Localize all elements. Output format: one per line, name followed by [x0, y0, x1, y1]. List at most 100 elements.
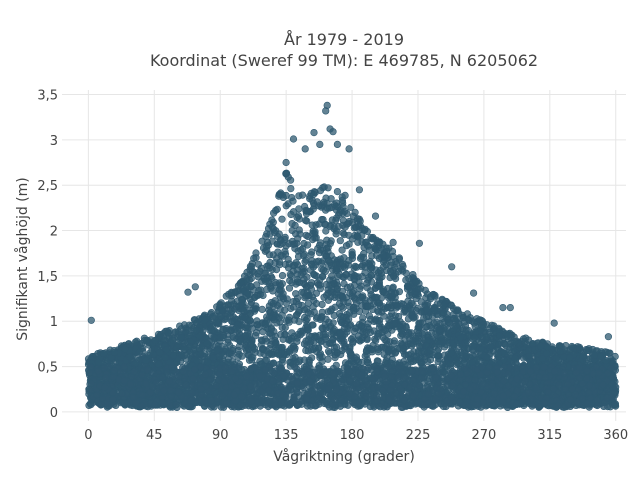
data-point	[496, 332, 504, 340]
data-point	[302, 216, 310, 225]
data-point	[360, 253, 368, 262]
data-point	[487, 342, 495, 350]
data-point	[329, 319, 337, 327]
data-point	[266, 220, 274, 228]
data-point	[308, 248, 316, 256]
data-point	[169, 336, 177, 344]
data-point	[435, 326, 443, 334]
data-point	[302, 292, 310, 300]
data-point	[211, 312, 219, 320]
data-point	[327, 237, 335, 245]
data-point	[292, 290, 300, 298]
data-point	[363, 284, 371, 292]
data-point	[201, 350, 209, 358]
data-point	[303, 315, 311, 323]
data-point	[289, 240, 297, 248]
data-point	[336, 237, 344, 245]
data-point	[404, 330, 413, 338]
data-point	[358, 336, 366, 344]
data-point	[359, 328, 367, 336]
data-point	[390, 337, 399, 345]
data-point	[192, 327, 200, 335]
data-point	[288, 226, 296, 235]
data-point	[265, 306, 273, 314]
data-point	[348, 235, 356, 243]
data-point	[417, 298, 425, 306]
data-point	[210, 327, 218, 335]
data-point	[556, 348, 564, 356]
data-point	[348, 289, 357, 297]
data-point	[336, 329, 344, 338]
data-point	[443, 333, 452, 342]
data-point	[241, 344, 249, 352]
data-point	[241, 332, 249, 340]
data-point	[358, 293, 367, 302]
data-point	[275, 314, 283, 322]
data-point	[308, 321, 316, 329]
data-point	[401, 307, 409, 315]
data-point	[332, 202, 340, 210]
data-point	[322, 324, 330, 332]
data-point	[286, 348, 294, 356]
data-point	[583, 346, 591, 355]
data-point	[345, 257, 353, 265]
data-point	[454, 306, 462, 314]
data-point	[308, 261, 316, 269]
data-point	[412, 278, 420, 286]
data-point	[380, 350, 388, 359]
data-point	[464, 345, 473, 353]
data-point	[494, 350, 502, 358]
data-point	[243, 277, 251, 285]
data-point	[256, 267, 264, 275]
data-point	[232, 324, 240, 332]
data-point	[412, 334, 420, 343]
data-point	[218, 342, 226, 350]
data-point	[391, 263, 399, 272]
data-point	[358, 224, 366, 232]
data-point	[308, 279, 316, 287]
data-point	[450, 324, 458, 332]
data-point	[332, 361, 340, 369]
data-point	[293, 213, 301, 221]
data-point	[483, 353, 491, 362]
data-point	[121, 345, 129, 353]
data-point	[374, 345, 382, 354]
data-point	[365, 312, 374, 320]
data-point	[339, 229, 347, 237]
data-point	[229, 344, 237, 353]
data-point	[504, 331, 512, 339]
data-point	[219, 334, 227, 342]
data-point	[446, 360, 455, 368]
data-point	[455, 342, 464, 350]
data-point	[238, 352, 246, 360]
data-point	[333, 285, 342, 293]
data-point	[265, 251, 274, 259]
data-point	[409, 271, 417, 279]
data-point	[254, 260, 262, 268]
data-point	[566, 354, 574, 362]
data-point	[228, 289, 236, 298]
data-point	[538, 355, 546, 363]
data-point	[435, 340, 443, 348]
data-point	[177, 325, 185, 333]
data-point	[447, 349, 455, 357]
data-point	[296, 230, 304, 238]
data-point	[258, 305, 266, 314]
data-point	[362, 347, 371, 356]
data-point	[367, 234, 375, 242]
data-point	[287, 337, 295, 345]
data-point	[266, 258, 274, 267]
data-point	[201, 316, 209, 325]
data-point	[490, 322, 498, 330]
data-point	[367, 271, 375, 279]
data-point	[266, 230, 274, 238]
data-point	[387, 345, 395, 353]
data-point	[398, 260, 407, 269]
data-point	[429, 313, 437, 321]
data-point	[376, 266, 384, 275]
data-point	[332, 214, 341, 222]
data-point	[317, 338, 325, 346]
data-point	[357, 322, 366, 330]
data-point	[276, 258, 284, 266]
data-point	[271, 341, 279, 349]
